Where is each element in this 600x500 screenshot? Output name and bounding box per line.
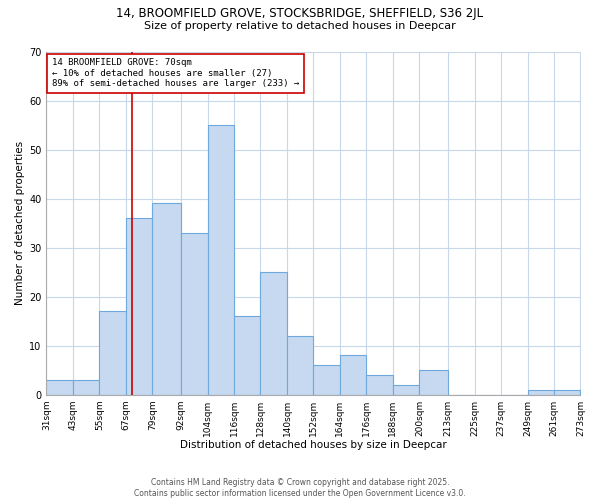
Text: Size of property relative to detached houses in Deepcar: Size of property relative to detached ho… [144,21,456,31]
Text: 14, BROOMFIELD GROVE, STOCKSBRIDGE, SHEFFIELD, S36 2JL: 14, BROOMFIELD GROVE, STOCKSBRIDGE, SHEF… [116,8,484,20]
X-axis label: Distribution of detached houses by size in Deepcar: Distribution of detached houses by size … [180,440,447,450]
Bar [100,312,126,394]
Bar [287,336,313,394]
Bar [367,375,393,394]
Y-axis label: Number of detached properties: Number of detached properties [15,141,25,305]
Bar [419,370,448,394]
Bar [340,356,367,395]
Text: Contains HM Land Registry data © Crown copyright and database right 2025.
Contai: Contains HM Land Registry data © Crown c… [134,478,466,498]
Bar [208,125,234,394]
Bar [580,390,600,394]
Bar [554,390,580,394]
Bar [393,385,419,394]
Bar [234,316,260,394]
Bar [181,233,208,394]
Bar [46,380,73,394]
Bar [313,365,340,394]
Text: 14 BROOMFIELD GROVE: 70sqm
← 10% of detached houses are smaller (27)
89% of semi: 14 BROOMFIELD GROVE: 70sqm ← 10% of deta… [52,58,299,88]
Bar [126,218,152,394]
Bar [260,272,287,394]
Bar [73,380,100,394]
Bar [152,204,181,394]
Bar [527,390,554,394]
